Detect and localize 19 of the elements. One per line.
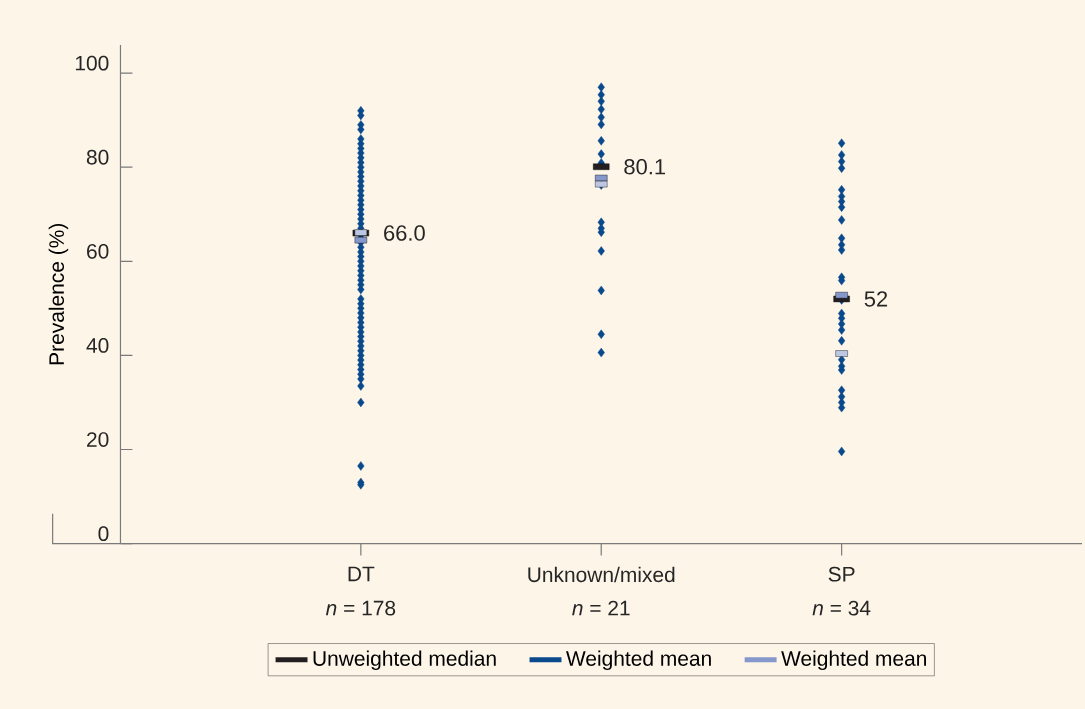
- data-label: 52: [864, 291, 888, 307]
- x-tick-label: SP: [828, 566, 855, 582]
- y-tick-label: 60: [87, 243, 109, 259]
- y-tick-label: 80: [86, 149, 109, 165]
- y-axis-title: Prevalence (%): [48, 223, 69, 365]
- legend-label: Weighted mean: [781, 650, 926, 670]
- text: n = 178: [325, 600, 396, 616]
- text: n = 34: [812, 600, 871, 616]
- data-label: 66.0: [384, 225, 425, 241]
- legend-label: Unweighted median: [313, 650, 496, 670]
- data-label: 80.1: [624, 158, 666, 175]
- text: n = 21: [572, 600, 630, 616]
- x-tick-label: Unknown/mixed: [528, 566, 675, 583]
- y-tick-label: 40: [86, 337, 109, 353]
- y-tick-label: 100: [75, 55, 109, 71]
- y-tick-label: 0: [98, 526, 109, 541]
- legend-label: Weighted mean: [566, 650, 711, 670]
- x-tick-label: DT: [348, 566, 375, 582]
- y-tick-label: 20: [87, 432, 109, 447]
